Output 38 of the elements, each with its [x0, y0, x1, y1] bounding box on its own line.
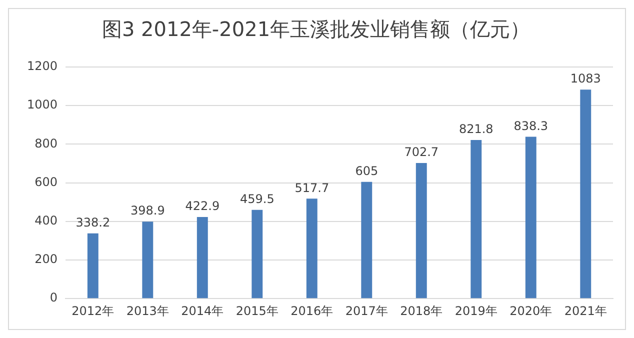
- data-label: 821.8: [458, 122, 494, 136]
- x-tick-label: 2016年: [290, 304, 334, 318]
- data-label: 517.7: [294, 180, 330, 195]
- chart-title: 图3 2012年-2021年玉溪批发业销售额（亿元）: [102, 17, 530, 42]
- y-tick-label: 400: [34, 214, 58, 228]
- bar: [525, 136, 536, 298]
- x-tick-label: 2021年: [564, 304, 607, 318]
- data-label: 702.7: [404, 145, 439, 160]
- x-tick-label: 2018年: [400, 304, 443, 318]
- bar: [470, 140, 482, 298]
- bar: [580, 90, 592, 298]
- bar: [87, 233, 98, 298]
- x-tick-label: 2017年: [345, 304, 388, 318]
- bar: [416, 162, 427, 298]
- bar: [252, 210, 263, 298]
- y-tick-label: 600: [34, 174, 58, 189]
- data-label: 398.9: [130, 204, 165, 218]
- y-tick-label: 0: [50, 290, 58, 305]
- bar: [142, 222, 154, 298]
- y-tick-label: 1200: [26, 59, 58, 74]
- bar: [306, 198, 318, 298]
- bar: [196, 216, 208, 298]
- x-tick-label: 2014年: [181, 304, 224, 318]
- y-tick-label: 1000: [26, 98, 58, 112]
- y-tick-label: 200: [34, 252, 58, 266]
- x-tick-label: 2020年: [510, 304, 552, 318]
- data-label: 605: [355, 164, 378, 178]
- data-label: 1083: [570, 72, 601, 86]
- y-tick-label: 800: [34, 136, 58, 150]
- x-tick-label: 2013年: [126, 304, 169, 318]
- x-tick-label: 2019年: [454, 304, 498, 318]
- bar: [361, 182, 372, 298]
- data-label: 338.2: [76, 215, 110, 230]
- x-tick-label: 2012年: [72, 304, 114, 318]
- data-label: 422.9: [185, 199, 220, 214]
- data-label: 838.3: [514, 118, 548, 133]
- x-tick-label: 2015年: [236, 304, 278, 318]
- data-label: 459.5: [240, 192, 274, 206]
